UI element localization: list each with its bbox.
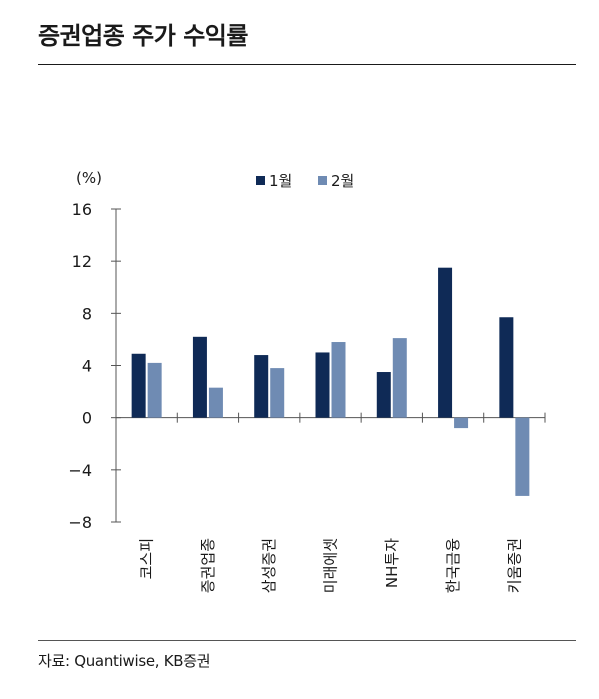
page-title: 증권업종 주가 수익률 <box>38 22 248 50</box>
bar-1-1 <box>131 353 146 418</box>
bar-2-7 <box>515 417 530 496</box>
y-tick-label: 0 <box>82 409 92 428</box>
bar-1-4 <box>315 352 330 418</box>
bar-1-5 <box>376 372 391 418</box>
bar-2-6 <box>454 417 469 429</box>
x-category-label: NH투자 <box>383 538 401 588</box>
y-unit-label: (%) <box>76 169 102 187</box>
source-divider <box>38 640 576 641</box>
bar-1-7 <box>499 317 514 418</box>
x-category-label: 증권업종 <box>199 538 217 593</box>
legend-label-2: 2월 <box>331 172 354 190</box>
bar-2-5 <box>392 338 407 418</box>
bar-2-4 <box>331 342 346 418</box>
y-tick-label: 4 <box>82 357 92 376</box>
legend-swatch-1 <box>256 176 265 185</box>
y-tick-label: 8 <box>82 304 92 323</box>
y-tick-label: 16 <box>72 200 92 219</box>
x-category-label: 한국금융 <box>444 538 462 593</box>
legend-swatch-2 <box>318 176 327 185</box>
bar-1-2 <box>192 336 207 418</box>
title-divider <box>38 64 576 65</box>
y-tick-label: −4 <box>68 461 92 480</box>
legend-label-1: 1월 <box>269 172 292 190</box>
x-category-label: 키움증권 <box>505 538 523 593</box>
x-category-label: 미래에셋 <box>322 538 340 593</box>
x-category-label: 코스피 <box>138 538 156 579</box>
source-note: 자료: Quantiwise, KB증권 <box>38 652 211 670</box>
y-tick-label: −8 <box>68 513 92 532</box>
bar-2-3 <box>270 368 285 418</box>
x-category-label: 삼성증권 <box>260 538 278 593</box>
bar-1-6 <box>438 267 453 418</box>
bar-1-3 <box>254 355 269 418</box>
y-tick-label: 12 <box>72 252 92 271</box>
bar-2-1 <box>147 362 162 418</box>
bar-2-2 <box>208 387 223 418</box>
